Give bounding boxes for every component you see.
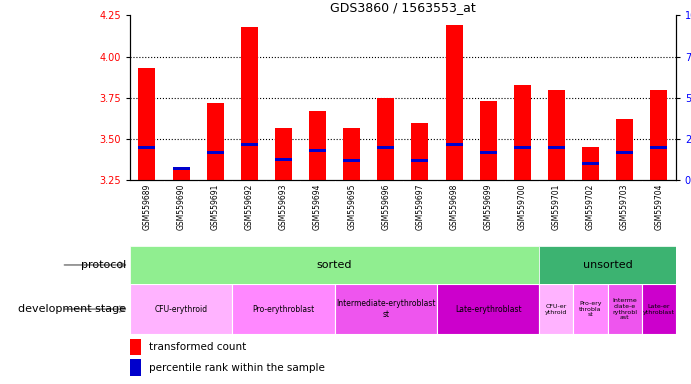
Bar xyxy=(275,157,292,161)
Text: GSM559699: GSM559699 xyxy=(484,184,493,230)
Bar xyxy=(642,284,676,334)
Text: GSM559702: GSM559702 xyxy=(586,184,595,230)
Bar xyxy=(582,162,599,166)
Text: Interme
diate-e
rythrobl
ast: Interme diate-e rythrobl ast xyxy=(612,298,637,320)
Text: GSM559691: GSM559691 xyxy=(211,184,220,230)
Text: GSM559704: GSM559704 xyxy=(654,184,663,230)
Text: unsorted: unsorted xyxy=(583,260,632,270)
Text: protocol: protocol xyxy=(82,260,126,270)
Bar xyxy=(607,284,642,334)
Bar xyxy=(513,85,531,180)
Bar xyxy=(616,151,633,154)
Text: GSM559696: GSM559696 xyxy=(381,184,390,230)
Text: CFU-er
ythroid: CFU-er ythroid xyxy=(545,304,567,314)
Bar xyxy=(513,146,531,149)
Bar xyxy=(539,246,676,284)
Text: CFU-erythroid: CFU-erythroid xyxy=(155,305,208,314)
Bar xyxy=(548,146,565,149)
Bar xyxy=(240,27,258,180)
Text: transformed count: transformed count xyxy=(149,342,246,352)
Text: Late-erythroblast: Late-erythroblast xyxy=(455,305,522,314)
Bar xyxy=(437,284,539,334)
Bar xyxy=(377,146,395,149)
Bar xyxy=(275,127,292,180)
Bar xyxy=(480,101,497,180)
Bar xyxy=(574,284,607,334)
Bar xyxy=(343,127,360,180)
Text: GSM559693: GSM559693 xyxy=(279,184,288,230)
Bar xyxy=(309,111,326,180)
Text: GSM559701: GSM559701 xyxy=(552,184,561,230)
Bar xyxy=(173,167,189,170)
Bar xyxy=(480,151,497,154)
Text: Intermediate-erythroblast
st: Intermediate-erythroblast st xyxy=(336,300,435,319)
Bar xyxy=(411,159,428,162)
Text: GSM559694: GSM559694 xyxy=(313,184,322,230)
Text: GSM559690: GSM559690 xyxy=(177,184,186,230)
Text: GSM559700: GSM559700 xyxy=(518,184,527,230)
Bar xyxy=(411,123,428,180)
Bar xyxy=(207,103,224,180)
Text: GSM559692: GSM559692 xyxy=(245,184,254,230)
Bar xyxy=(539,284,574,334)
Bar xyxy=(130,339,141,355)
Bar xyxy=(548,90,565,180)
Text: Pro-erythroblast: Pro-erythroblast xyxy=(252,305,314,314)
Bar xyxy=(650,90,668,180)
Bar xyxy=(446,143,462,146)
Bar xyxy=(582,147,599,180)
Bar xyxy=(207,151,224,154)
Bar xyxy=(232,284,334,334)
Text: GSM559689: GSM559689 xyxy=(142,184,151,230)
Bar xyxy=(138,68,155,180)
Bar xyxy=(334,284,437,334)
Text: Late-er
ythroblast: Late-er ythroblast xyxy=(643,304,674,314)
Bar xyxy=(446,25,462,180)
Bar xyxy=(130,359,141,376)
Text: percentile rank within the sample: percentile rank within the sample xyxy=(149,363,325,373)
Bar xyxy=(130,284,232,334)
Bar xyxy=(173,167,189,180)
Bar xyxy=(309,149,326,152)
Text: GSM559695: GSM559695 xyxy=(347,184,356,230)
Bar xyxy=(616,119,633,180)
Text: GSM559703: GSM559703 xyxy=(620,184,629,230)
Bar xyxy=(138,146,155,149)
Bar xyxy=(130,246,539,284)
Text: sorted: sorted xyxy=(317,260,352,270)
Bar xyxy=(343,159,360,162)
Bar xyxy=(240,143,258,146)
Text: GSM559697: GSM559697 xyxy=(415,184,424,230)
Text: Pro-ery
throbla
st: Pro-ery throbla st xyxy=(579,301,602,318)
Text: GSM559698: GSM559698 xyxy=(450,184,459,230)
Bar xyxy=(650,146,668,149)
Text: development stage: development stage xyxy=(19,304,126,314)
Bar xyxy=(377,98,395,180)
Title: GDS3860 / 1563553_at: GDS3860 / 1563553_at xyxy=(330,1,475,14)
